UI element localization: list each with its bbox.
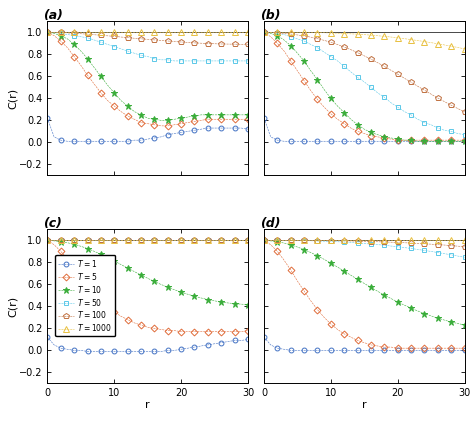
Legend: $T=1$, $T=5$, $T=10$, $T=50$, $T=100$, $T=1000$: $T=1$, $T=5$, $T=10$, $T=50$, $T=100$, $… — [55, 255, 115, 337]
Text: (d): (d) — [260, 217, 281, 230]
Text: (c): (c) — [44, 217, 62, 230]
Y-axis label: C(r): C(r) — [8, 88, 18, 109]
Y-axis label: C(r): C(r) — [8, 296, 18, 317]
X-axis label: r: r — [146, 400, 150, 410]
Text: (b): (b) — [260, 9, 281, 22]
Text: (a): (a) — [44, 9, 63, 22]
X-axis label: r: r — [362, 400, 366, 410]
